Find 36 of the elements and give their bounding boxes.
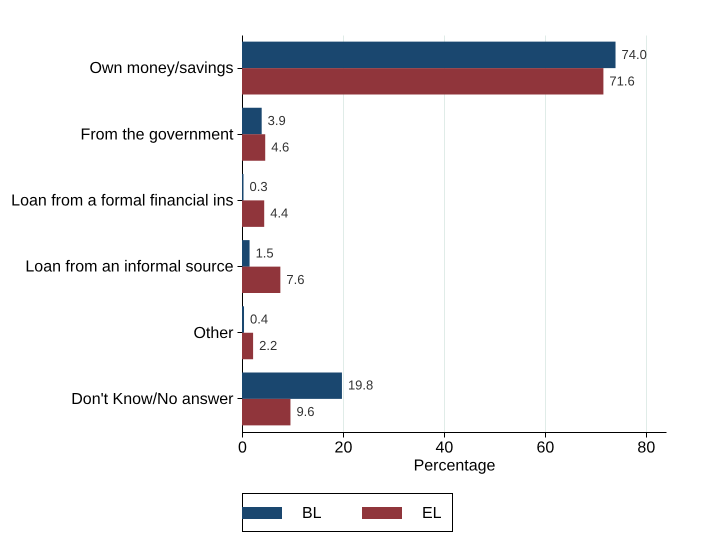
x-tick-label: 60 [536,440,554,456]
bar [242,200,264,227]
data-label: 4.4 [270,206,288,221]
data-label: 7.6 [286,272,304,287]
bar [242,372,342,399]
y-tick-label: Loan from a formal financial ins [11,192,234,210]
data-label: 19.8 [348,378,374,393]
data-label: 3.9 [268,113,286,128]
x-tick-label: 40 [436,440,454,456]
data-label: 71.6 [609,73,635,88]
bar [242,398,290,426]
bar [242,134,266,161]
y-tick-label: Own money/savings [89,60,234,78]
y-tick-label: Loan from an informal source [25,258,234,276]
x-axis-title: Percentage [414,458,496,474]
bar [242,68,604,95]
data-label: 0.4 [250,312,268,327]
bar [242,42,616,68]
legend-label: EL [422,505,442,522]
bar [242,332,254,360]
bar [242,266,280,294]
y-tick-label: Don't Know/No answer [71,390,234,408]
y-tick-label: Other [193,324,234,342]
data-label: 1.5 [256,245,274,260]
data-label: 4.6 [271,139,290,154]
data-label: 74.0 [622,46,647,62]
bar [242,240,250,267]
data-label: 0.3 [250,179,268,194]
bar [242,108,262,134]
legend-label: BL [302,505,322,522]
data-label: 9.6 [296,404,315,420]
x-tick-label: 80 [637,440,656,456]
x-tick-label: 0 [238,440,248,456]
data-label: 2.2 [259,338,278,353]
y-tick-label: From the government [80,126,234,144]
x-tick-label: 20 [334,440,352,456]
